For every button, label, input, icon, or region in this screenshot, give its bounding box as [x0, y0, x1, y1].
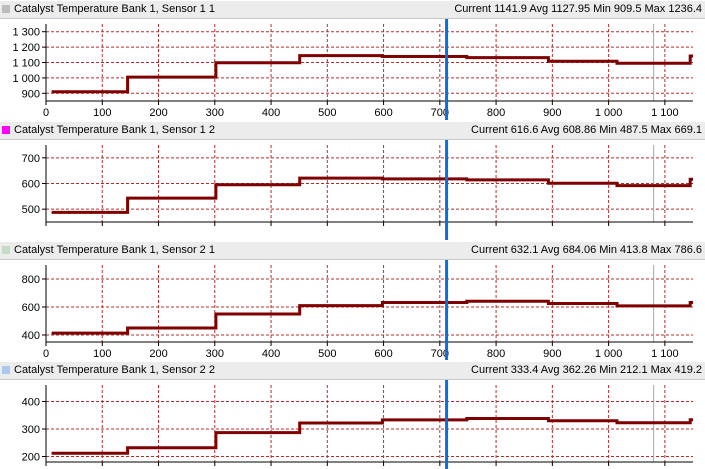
panel-sensor-1-1: Catalyst Temperature Bank 1, Sensor 1 1 … — [0, 1, 705, 120]
series-color-swatch[interactable] — [2, 366, 10, 374]
x-tick-label: 700 — [431, 348, 449, 360]
y-tick-label: 900 — [22, 88, 40, 100]
y-tick-label: 800 — [22, 274, 40, 286]
series-color-swatch[interactable] — [2, 5, 10, 13]
series-line — [51, 54, 693, 94]
plot-area[interactable]: 200 300 400 — [0, 380, 705, 469]
x-tick-label: 100 — [93, 348, 111, 360]
x-tick-label: 300 — [206, 107, 224, 119]
x-tick-label: 0 — [43, 348, 49, 360]
panel-sensor-2-2: Catalyst Temperature Bank 1, Sensor 2 2 … — [0, 362, 705, 469]
panel-header: Catalyst Temperature Bank 1, Sensor 1 2 … — [0, 122, 705, 140]
y-tick-label: 700 — [22, 153, 40, 165]
plot-area[interactable]: 400 600 800 0 100 200 300 400 500 600 700 800 900 1 0… — [0, 260, 705, 360]
y-tick-label: 1 200 — [12, 42, 40, 54]
y-tick-label: 300 — [22, 424, 40, 436]
x-tick-label: 500 — [318, 107, 336, 119]
x-tick-label: 400 — [262, 107, 280, 119]
x-tick-label: 600 — [374, 107, 392, 119]
x-tick-label: 0 — [43, 107, 49, 119]
x-tick-label: 200 — [149, 348, 167, 360]
panel-sensor-1-2: Catalyst Temperature Bank 1, Sensor 1 2 … — [0, 122, 705, 240]
y-tick-label: 400 — [22, 397, 40, 409]
x-tick-label: 1 000 — [595, 348, 623, 360]
panel-header: Catalyst Temperature Bank 1, Sensor 2 2 … — [0, 362, 705, 380]
panel-title: Catalyst Temperature Bank 1, Sensor 2 1 — [14, 244, 215, 256]
y-tick-label: 500 — [22, 204, 40, 216]
series-color-swatch[interactable] — [2, 126, 10, 134]
panel-stats: Current 632.1 Avg 684.06 Min 413.8 Max 7… — [471, 244, 702, 256]
series-line — [51, 299, 693, 335]
plot-area[interactable]: 500 600 700 — [0, 140, 705, 240]
y-tick-label: 600 — [22, 302, 40, 314]
x-tick-label: 800 — [487, 348, 505, 360]
panel-header: Catalyst Temperature Bank 1, Sensor 2 1 … — [0, 242, 705, 260]
panel-title: Catalyst Temperature Bank 1, Sensor 2 2 — [14, 364, 215, 376]
x-tick-label: 700 — [431, 107, 449, 119]
panel-title: Catalyst Temperature Bank 1, Sensor 1 2 — [14, 124, 215, 136]
x-tick-label: 100 — [93, 107, 111, 119]
series-line — [51, 176, 693, 214]
panel-stats: Current 1141.9 Avg 1127.95 Min 909.5 Max… — [454, 3, 702, 15]
x-tick-label: 300 — [206, 348, 224, 360]
y-tick-label: 200 — [22, 452, 40, 464]
panel-sensor-2-1: Catalyst Temperature Bank 1, Sensor 2 1 … — [0, 242, 705, 360]
plot-area[interactable]: 900 1 000 1 100 1 200 1 300 0 100 200 300 400 500 6… — [0, 19, 705, 120]
x-tick-label: 600 — [374, 348, 392, 360]
x-tick-label: 500 — [318, 348, 336, 360]
x-tick-label: 800 — [487, 107, 505, 119]
x-tick-label: 400 — [262, 348, 280, 360]
panel-header: Catalyst Temperature Bank 1, Sensor 1 1 … — [0, 1, 705, 19]
panel-title: Catalyst Temperature Bank 1, Sensor 1 1 — [14, 3, 215, 15]
x-tick-label: 900 — [543, 107, 561, 119]
series-color-swatch[interactable] — [2, 246, 10, 254]
x-tick-label: 900 — [543, 348, 561, 360]
panel-stats: Current 616.6 Avg 608.86 Min 487.5 Max 6… — [471, 124, 702, 136]
panel-stats: Current 333.4 Avg 362.26 Min 212.1 Max 4… — [471, 364, 702, 376]
y-tick-label: 1 300 — [12, 27, 40, 39]
y-tick-label: 400 — [22, 330, 40, 342]
series-line — [51, 417, 693, 455]
y-tick-label: 1 000 — [12, 73, 40, 85]
y-tick-label: 1 100 — [12, 58, 40, 70]
x-tick-label: 1 000 — [595, 107, 623, 119]
x-tick-label: 1 100 — [651, 107, 679, 119]
y-tick-label: 600 — [22, 179, 40, 191]
x-tick-label: 1 100 — [651, 348, 679, 360]
x-tick-label: 200 — [149, 107, 167, 119]
